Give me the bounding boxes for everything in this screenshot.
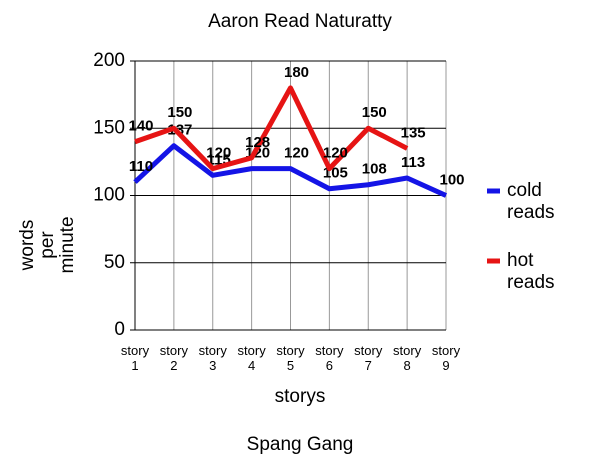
chart-subtitle: Spang Gang: [247, 434, 354, 455]
data-label: 113: [401, 154, 425, 171]
x-tick-label: story 8: [393, 343, 422, 373]
data-label: 110: [129, 158, 153, 175]
data-label: 108: [362, 161, 387, 178]
y-tick-label: 50: [104, 252, 125, 273]
data-label: 120: [323, 145, 348, 162]
series-line: [133, 143, 448, 198]
y-axis-label: words per minute: [17, 216, 78, 274]
y-tick-label: 0: [114, 319, 125, 340]
x-axis-label: storys: [275, 386, 326, 407]
data-label: 120: [206, 145, 231, 162]
x-tick-label: story 3: [198, 343, 227, 373]
x-tick-label: story 9: [431, 343, 461, 373]
data-label: 150: [362, 104, 387, 121]
x-tick-label: story 6: [315, 343, 344, 373]
data-label: 140: [128, 118, 153, 135]
data-label: 100: [439, 171, 464, 188]
y-tick-label: 150: [93, 117, 125, 138]
x-tick-label: story 1: [120, 343, 150, 373]
y-tick-label: 200: [93, 50, 125, 71]
data-label: 128: [245, 134, 270, 151]
data-label: 180: [284, 64, 309, 81]
series-line: [134, 85, 409, 172]
x-tick-label: story 2: [159, 343, 188, 373]
data-label: 135: [401, 124, 426, 141]
x-tick-label: story 5: [276, 343, 305, 373]
data-label: 120: [284, 145, 309, 162]
legend-label: cold reads: [507, 180, 555, 223]
chart-title: Aaron Read Naturatty: [208, 11, 392, 32]
x-tick-label: story 7: [354, 343, 383, 373]
x-tick-label: story 4: [237, 343, 266, 373]
legend-label: hot reads: [507, 250, 555, 293]
y-tick-label: 100: [93, 185, 125, 206]
data-label: 150: [167, 104, 192, 121]
